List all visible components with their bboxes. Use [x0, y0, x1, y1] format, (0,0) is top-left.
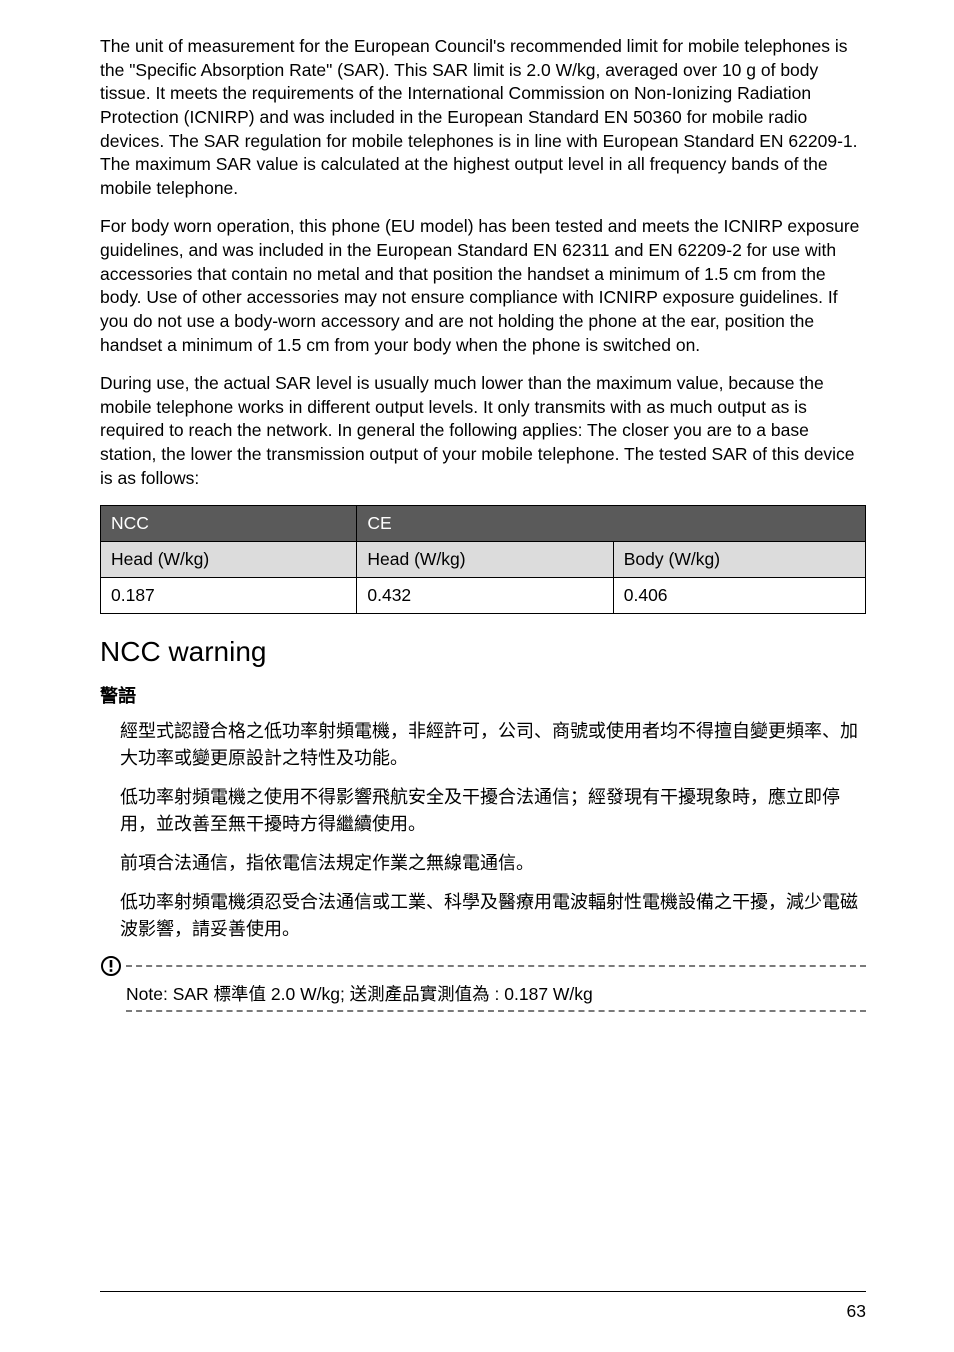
cjk-paragraph-2: 低功率射頻電機之使用不得影響飛航安全及干擾合法通信；經發現有干擾現象時，應立即停… [120, 784, 866, 838]
table-subheader-2: Head (W/kg) [357, 542, 613, 578]
paragraph-3: During use, the actual SAR level is usua… [100, 372, 866, 490]
footer-divider [100, 1291, 866, 1292]
paragraph-2: For body worn operation, this phone (EU … [100, 215, 866, 357]
note-block: Note: SAR 標準值 2.0 W/kg; 送測產品實測值為 : 0.187… [100, 955, 866, 1012]
note-text: Note: SAR 標準值 2.0 W/kg; 送測產品實測值為 : 0.187… [126, 981, 866, 1006]
sar-table: NCC CE Head (W/kg) Head (W/kg) Body (W/k… [100, 505, 866, 614]
paragraph-1: The unit of measurement for the European… [100, 35, 866, 200]
cjk-paragraph-3: 前項合法通信，指依電信法規定作業之無線電通信。 [120, 850, 866, 877]
table-cell-1: 0.187 [101, 578, 357, 614]
page-number: 63 [847, 1301, 866, 1322]
warning-icon [100, 955, 122, 977]
table-header-ce: CE [357, 506, 866, 542]
table-subheader-3: Body (W/kg) [613, 542, 865, 578]
section-heading: NCC warning [100, 636, 866, 668]
table-cell-3: 0.406 [613, 578, 865, 614]
cjk-paragraph-1: 經型式認證合格之低功率射頻電機，非經許可，公司、商號或使用者均不得擅自變更頻率、… [120, 718, 866, 772]
dash-divider-bottom [126, 1010, 866, 1012]
table-header-ncc: NCC [101, 506, 357, 542]
table-cell-2: 0.432 [357, 578, 613, 614]
table-subheader-1: Head (W/kg) [101, 542, 357, 578]
dash-divider-top [126, 965, 866, 967]
cjk-paragraph-4: 低功率射頻電機須忍受合法通信或工業、科學及醫療用電波輻射性電機設備之干擾，減少電… [120, 889, 866, 943]
cjk-heading: 警語 [100, 682, 866, 708]
